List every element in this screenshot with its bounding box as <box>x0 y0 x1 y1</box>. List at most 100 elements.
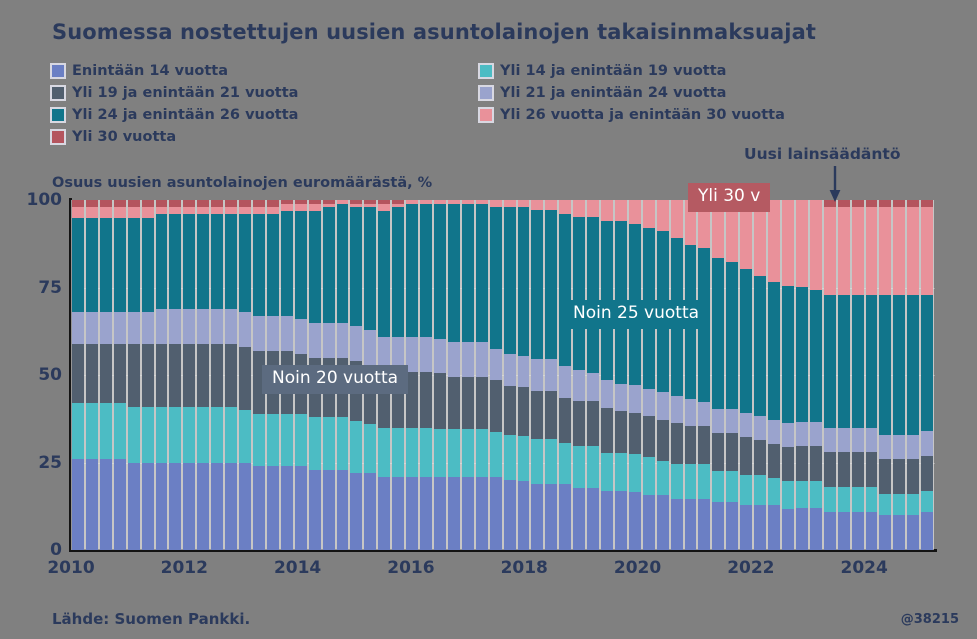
bar-column <box>530 200 545 550</box>
bar-segment <box>475 342 488 377</box>
bar-segment <box>740 474 753 506</box>
bar-segment <box>893 207 906 295</box>
bar-segment <box>698 426 711 465</box>
bar-segment <box>573 401 586 447</box>
bar-segment <box>642 495 655 550</box>
bar-segment <box>99 312 112 344</box>
bar-segment <box>433 203 446 339</box>
bar-segment <box>851 207 864 295</box>
bar-segment <box>433 200 446 204</box>
bar-segment <box>670 464 683 499</box>
legend-item[interactable]: Enintään 14 vuotta <box>50 60 298 82</box>
bar-segment <box>420 476 432 550</box>
bar-segment <box>726 433 739 472</box>
bar-segment <box>336 203 349 323</box>
legend-item-label: Yli 21 ja enintään 24 vuotta <box>500 84 727 101</box>
bar-segment <box>392 200 405 204</box>
bar-segment <box>280 413 293 466</box>
bar-segment <box>782 508 794 550</box>
bar-segment <box>865 427 878 452</box>
legend-swatch-icon <box>50 107 66 123</box>
legend-item-label: Enintään 14 vuotta <box>72 62 229 79</box>
bar-segment <box>545 484 558 550</box>
y-axis-tick-label: 0 <box>50 540 62 560</box>
bar-segment <box>782 423 794 448</box>
bar-segment <box>475 203 488 343</box>
bar-segment <box>559 442 572 485</box>
bar-segment <box>489 349 502 381</box>
bar-segment <box>893 515 906 550</box>
bar-segment <box>211 343 224 407</box>
bar-segment <box>768 282 781 420</box>
bar-segment <box>127 207 140 218</box>
bar-segment <box>809 290 822 422</box>
bar-segment <box>406 476 419 550</box>
bar-segment <box>879 434 892 459</box>
image-id: @38215 <box>900 612 959 627</box>
bar-segment <box>239 207 251 214</box>
bar-segment <box>670 395 683 424</box>
legend-item[interactable]: Yli 21 ja enintään 24 vuotta <box>478 82 785 104</box>
bar-segment <box>837 200 850 207</box>
bar-segment <box>169 200 182 207</box>
bar-segment <box>907 200 920 207</box>
bar-segment <box>531 200 544 211</box>
bar-segment <box>754 505 767 550</box>
bar-segment <box>531 210 544 360</box>
bar-segment <box>573 369 586 401</box>
bar-segment <box>183 214 196 309</box>
bar-column <box>613 200 628 550</box>
bar-segment <box>921 490 934 512</box>
bar-segment <box>837 294 850 428</box>
bar-segment <box>684 399 697 427</box>
bar-segment <box>308 203 321 211</box>
bar-segment <box>712 471 725 502</box>
legend-swatch-icon <box>478 63 494 79</box>
legend-item-label: Yli 26 vuotta ja enintään 30 vuotta <box>500 106 785 123</box>
bar-segment <box>127 462 140 550</box>
bar-segment <box>754 200 767 276</box>
bar-segment <box>211 462 224 550</box>
bar-column <box>850 200 865 550</box>
bar-segment <box>461 428 474 478</box>
bar-column <box>586 200 601 550</box>
bar-segment <box>447 376 460 429</box>
legend-item[interactable]: Yli 14 ja enintään 19 vuotta <box>478 60 785 82</box>
bar-segment <box>99 343 112 403</box>
bar-segment <box>573 217 586 370</box>
bar-segment <box>211 406 224 463</box>
bar-segment <box>308 210 321 323</box>
legend-item[interactable]: Yli 24 ja enintään 26 vuotta <box>50 104 298 126</box>
bar-segment <box>893 494 906 515</box>
bar-segment <box>726 200 739 262</box>
bar-segment <box>420 203 432 337</box>
bar-segment <box>461 200 474 204</box>
bar-segment <box>406 203 419 337</box>
x-axis-tick-label: 2018 <box>500 558 548 578</box>
bar-segment <box>322 207 335 323</box>
bar-segment <box>865 487 878 512</box>
bar-segment <box>72 459 84 550</box>
legend-item[interactable]: Yli 30 vuotta <box>50 126 298 148</box>
bar-segment <box>795 286 808 422</box>
legend-item[interactable]: Yli 19 ja enintään 21 vuotta <box>50 82 298 104</box>
bar-segment <box>322 322 335 358</box>
bar-segment <box>851 487 864 512</box>
bar-segment <box>308 200 321 204</box>
bar-segment <box>712 200 725 259</box>
bar-segment <box>447 342 460 377</box>
bar-column <box>502 200 517 550</box>
bar-segment <box>72 207 84 218</box>
bar-segment <box>907 207 920 295</box>
bar-segment <box>406 427 419 477</box>
bar-segment <box>656 392 669 420</box>
bar-segment <box>392 207 405 337</box>
bar-segment <box>684 426 697 465</box>
bar-segment <box>809 508 822 550</box>
bar-segment <box>336 200 349 204</box>
bar-segment <box>461 376 474 429</box>
legend-item[interactable]: Yli 26 vuotta ja enintään 30 vuotta <box>478 104 785 126</box>
bar-segment <box>656 200 669 231</box>
bar-segment <box>211 200 224 207</box>
bar-column <box>112 200 127 550</box>
